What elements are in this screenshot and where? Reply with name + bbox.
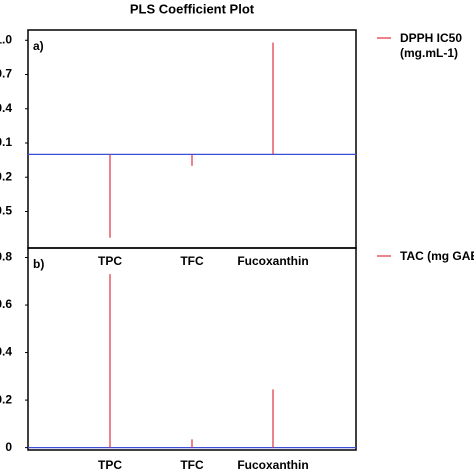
plot-frame [27,247,357,451]
x-tick-label: TFC [180,254,204,268]
panel-label: b) [33,257,44,271]
plot-frame [27,29,357,249]
legend-label: TAC (mg GAE.g [400,249,474,263]
x-tick-label: TPC [98,458,122,472]
y-tick-label: 0.4 [0,345,12,359]
x-tick-label: TPC [98,254,122,268]
y-tick-label: 0.4 [0,101,12,115]
legend-box: DPPH IC50 (mg.mL-1) [400,31,463,60]
y-tick-label: 1.0 [0,32,12,46]
y-tick-label: 0.1 [0,135,12,149]
y-tick-label: -0.5 [0,204,12,218]
x-tick-label: Fucoxanthin [237,254,308,268]
y-tick-label: 0.2 [0,392,12,406]
chart-title: PLS Coefficient Plot [130,1,255,16]
y-tick-label: 0 [5,440,12,454]
y-tick-label: 0.8 [0,250,12,264]
legend-label: DPPH IC50 (mg.mL-1) [400,31,463,60]
x-tick-label: Fucoxanthin [237,458,308,472]
y-tick-label: -0.2 [0,169,12,183]
x-tick-label: TFC [180,458,204,472]
y-tick-label: 0.6 [0,297,12,311]
y-tick-label: 0.7 [0,67,12,81]
panel-label: a) [33,39,44,53]
legend-box: TAC (mg GAE.g [400,249,474,263]
